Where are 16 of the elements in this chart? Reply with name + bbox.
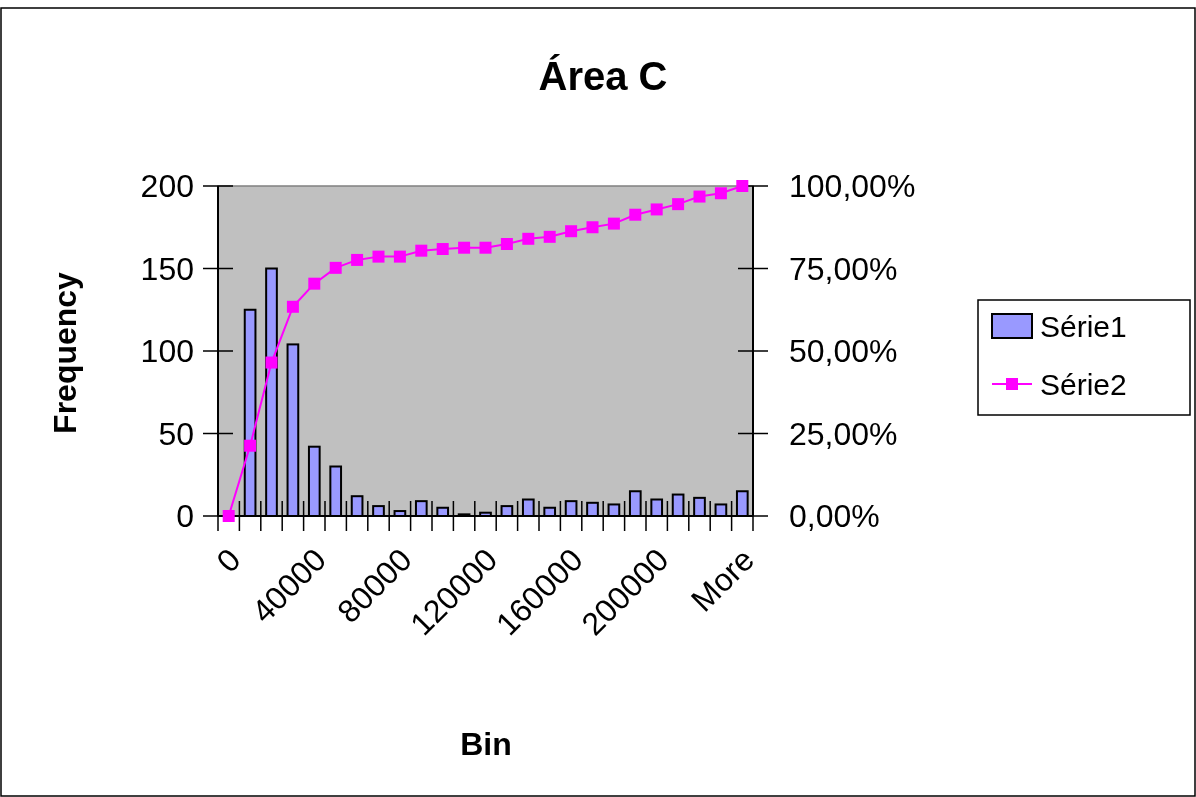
legend-label: Série1: [1040, 309, 1127, 343]
y2-tick-label: 0,00%: [789, 498, 880, 535]
y-axis-title: Frequency: [47, 271, 83, 434]
y2-tick-label: 50,00%: [789, 333, 898, 370]
y-tick-label: 100: [140, 333, 194, 370]
y2-tick-label: 25,00%: [789, 415, 898, 452]
x-axis-title: Bin: [460, 726, 512, 762]
legend-label: Série2: [1040, 367, 1127, 401]
y-tick-label: 200: [140, 168, 194, 205]
y-tick-label: 50: [158, 415, 194, 452]
y2-tick-label: 100,00%: [789, 168, 916, 205]
x-tick-label: 0: [209, 541, 248, 580]
y-tick-label: 150: [140, 250, 194, 287]
chart-title: Área C: [538, 54, 668, 98]
y2-tick-label: 75,00%: [789, 250, 898, 287]
y-tick-label: 0: [176, 498, 194, 535]
